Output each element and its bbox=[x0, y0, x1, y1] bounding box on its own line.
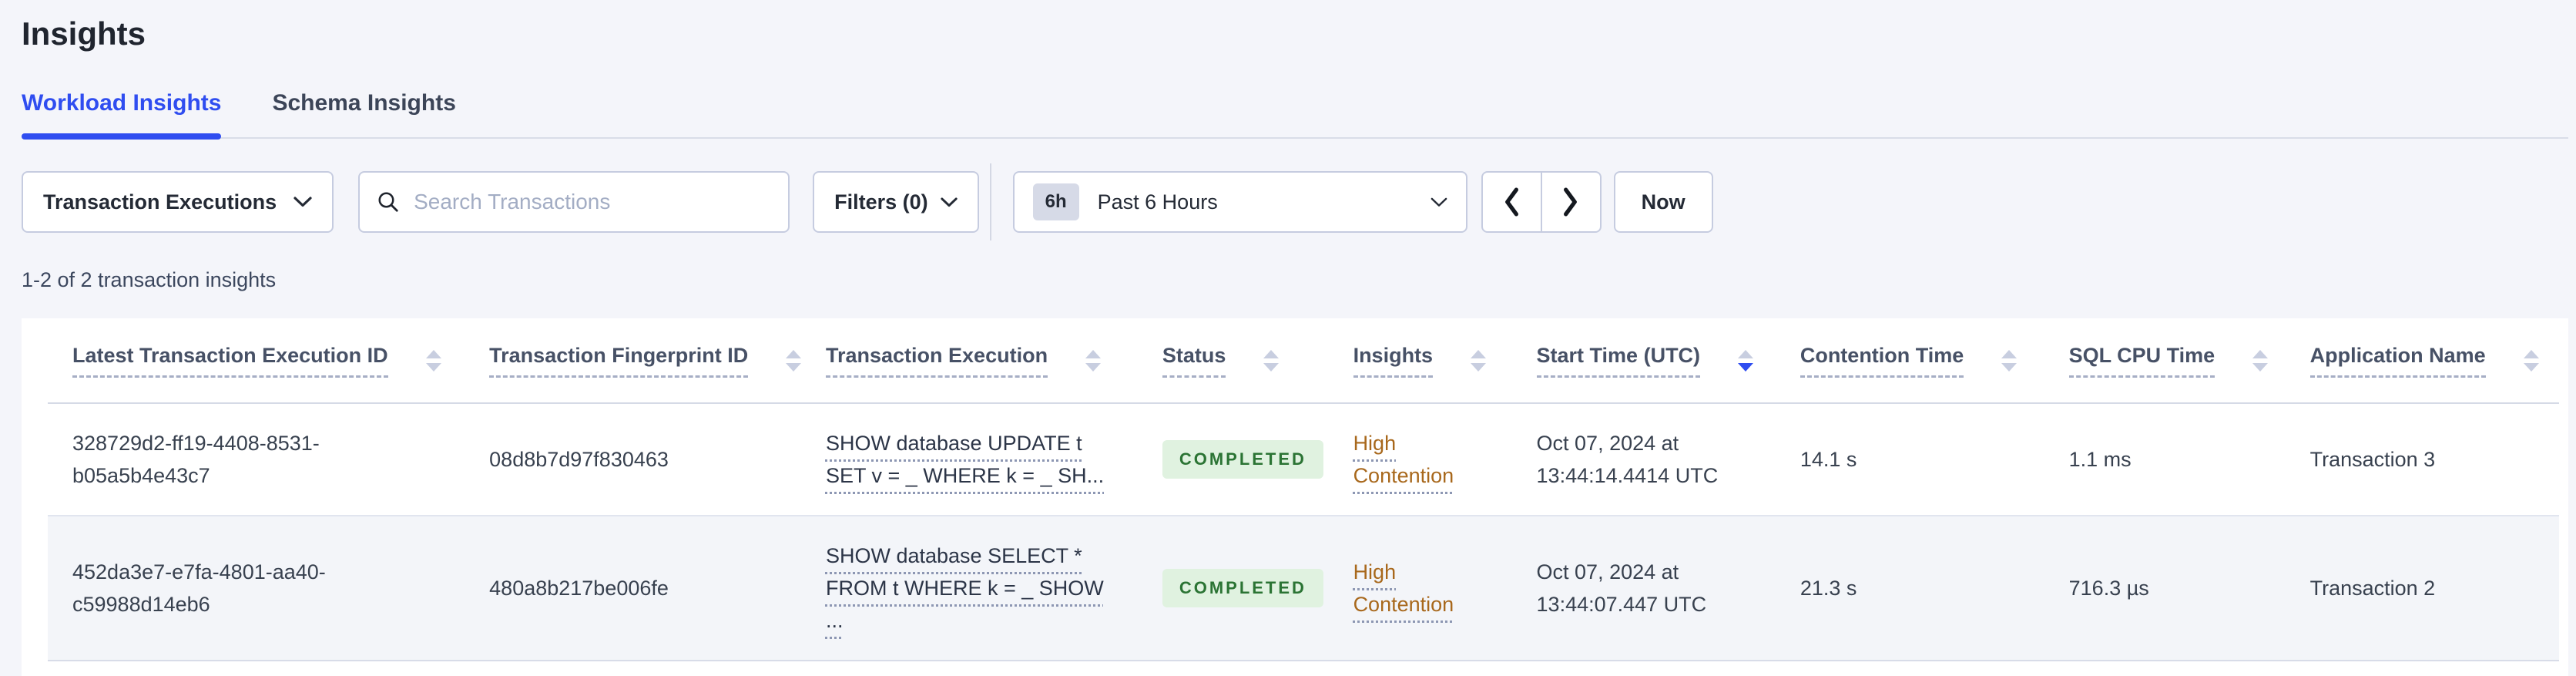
transaction-insights-table: Latest Transaction Execution ID Transact… bbox=[48, 318, 2559, 661]
high-contention-link[interactable]: High Contention bbox=[1353, 560, 1454, 616]
contention-time-cell: 21.3 s bbox=[1800, 577, 1857, 600]
transaction-execution-cell: SHOW database SELECT * FROM t WHERE k = … bbox=[801, 516, 1138, 661]
page-title: Insights bbox=[22, 15, 146, 52]
column-header-insights[interactable]: Insights bbox=[1328, 318, 1512, 404]
now-button-label: Now bbox=[1641, 190, 1685, 214]
next-time-range-button[interactable] bbox=[1540, 171, 1602, 233]
transaction-fingerprint-id: 08d8b7d97f830463 bbox=[489, 448, 669, 471]
status-badge: COMPLETED bbox=[1162, 568, 1323, 608]
sort-icon[interactable] bbox=[785, 349, 802, 372]
tab-bar: Workload Insights Schema Insights bbox=[22, 89, 2568, 140]
insights-cell: High Contention bbox=[1329, 403, 1512, 516]
time-range-label: Past 6 Hours bbox=[1097, 190, 1218, 214]
previous-time-range-button[interactable] bbox=[1481, 171, 1542, 233]
transaction-execution-cell: SHOW database UPDATE t SET v = _ WHERE k… bbox=[801, 403, 1138, 516]
chevron-right-icon bbox=[1564, 187, 1578, 217]
column-header-transaction-execution[interactable]: Transaction Execution bbox=[800, 318, 1138, 404]
table-row: 452da3e7-e7fa-4801-aa40- c59988d14eb6 48… bbox=[48, 516, 2559, 661]
filters-button[interactable]: Filters (0) bbox=[813, 171, 979, 233]
sort-icon[interactable] bbox=[1085, 349, 1102, 372]
contention-time-cell: 14.1 s bbox=[1800, 448, 1857, 471]
sort-icon[interactable] bbox=[2252, 349, 2269, 372]
status-badge: COMPLETED bbox=[1162, 439, 1323, 479]
chevron-left-icon bbox=[1505, 187, 1519, 217]
chevron-down-icon bbox=[293, 197, 312, 207]
sql-cpu-time-cell: 716.3 µs bbox=[2068, 577, 2149, 600]
table-header-row: Latest Transaction Execution ID Transact… bbox=[48, 318, 2559, 404]
table-row: 328729d2-ff19-4408-8531- b05a5b4e43c7 08… bbox=[48, 403, 2559, 516]
sort-icon[interactable] bbox=[425, 349, 442, 372]
now-button[interactable]: Now bbox=[1613, 171, 1713, 233]
sort-icon[interactable] bbox=[2523, 349, 2540, 372]
sort-icon-active-desc[interactable] bbox=[1737, 349, 1754, 372]
tab-workload-insights[interactable]: Workload Insights bbox=[22, 89, 222, 140]
column-header-contention-time[interactable]: Contention Time bbox=[1775, 318, 2044, 404]
application-name-cell: Transaction 2 bbox=[2309, 577, 2436, 600]
results-count: 1-2 of 2 transaction insights bbox=[22, 268, 277, 291]
toolbar: Transaction Executions Filters (0) 6h Pa… bbox=[22, 163, 2568, 240]
application-name-cell: Transaction 3 bbox=[2309, 448, 2436, 471]
time-range-arrows bbox=[1481, 171, 1602, 233]
sort-icon[interactable] bbox=[1470, 349, 1487, 372]
tab-schema-insights[interactable]: Schema Insights bbox=[272, 90, 456, 116]
transaction-fingerprint-id: 480a8b217be006fe bbox=[489, 577, 669, 600]
execution-type-dropdown[interactable]: Transaction Executions bbox=[22, 171, 334, 233]
latest-transaction-execution-id: 328729d2-ff19-4408-8531- b05a5b4e43c7 bbox=[72, 432, 320, 487]
transaction-execution-link[interactable]: SHOW database UPDATE t SET v = _ WHERE k… bbox=[825, 432, 1105, 487]
insights-cell: High Contention bbox=[1329, 516, 1512, 661]
execution-type-dropdown-label: Transaction Executions bbox=[43, 190, 277, 214]
sort-icon[interactable] bbox=[1263, 349, 1280, 372]
column-header-start-time[interactable]: Start Time (UTC) bbox=[1511, 318, 1776, 404]
latest-transaction-execution-id: 452da3e7-e7fa-4801-aa40- c59988d14eb6 bbox=[72, 560, 326, 616]
chevron-down-icon bbox=[940, 197, 958, 207]
high-contention-link[interactable]: High Contention bbox=[1353, 432, 1454, 487]
insights-page: Insights Workload Insights Schema Insigh… bbox=[0, 12, 2576, 676]
toolbar-divider bbox=[989, 163, 991, 240]
column-header-application-name[interactable]: Application Name bbox=[2285, 318, 2559, 404]
time-range-badge: 6h bbox=[1032, 183, 1079, 220]
filters-button-label: Filters (0) bbox=[834, 190, 928, 214]
sort-icon[interactable] bbox=[2001, 349, 2018, 372]
transaction-execution-link[interactable]: SHOW database SELECT * FROM t WHERE k = … bbox=[825, 544, 1104, 632]
time-range-picker[interactable]: 6h Past 6 Hours bbox=[1012, 171, 1467, 233]
insights-table-card: Latest Transaction Execution ID Transact… bbox=[22, 318, 2568, 676]
status-cell: COMPLETED bbox=[1138, 403, 1329, 516]
start-time-cell: Oct 07, 2024 at 13:44:07.447 UTC bbox=[1536, 560, 1707, 616]
sql-cpu-time-cell: 1.1 ms bbox=[2068, 448, 2132, 471]
status-cell: COMPLETED bbox=[1138, 516, 1329, 661]
search-icon bbox=[378, 192, 398, 212]
column-header-latest-transaction-execution-id[interactable]: Latest Transaction Execution ID bbox=[48, 318, 465, 404]
search-input[interactable] bbox=[414, 190, 772, 214]
search-box[interactable] bbox=[358, 171, 790, 233]
chevron-down-icon bbox=[1431, 197, 1447, 207]
start-time-cell: Oct 07, 2024 at 13:44:14.4414 UTC bbox=[1536, 432, 1719, 487]
column-header-status[interactable]: Status bbox=[1137, 318, 1329, 404]
column-header-sql-cpu-time[interactable]: SQL CPU Time bbox=[2044, 318, 2286, 404]
column-header-transaction-fingerprint-id[interactable]: Transaction Fingerprint ID bbox=[465, 318, 802, 404]
